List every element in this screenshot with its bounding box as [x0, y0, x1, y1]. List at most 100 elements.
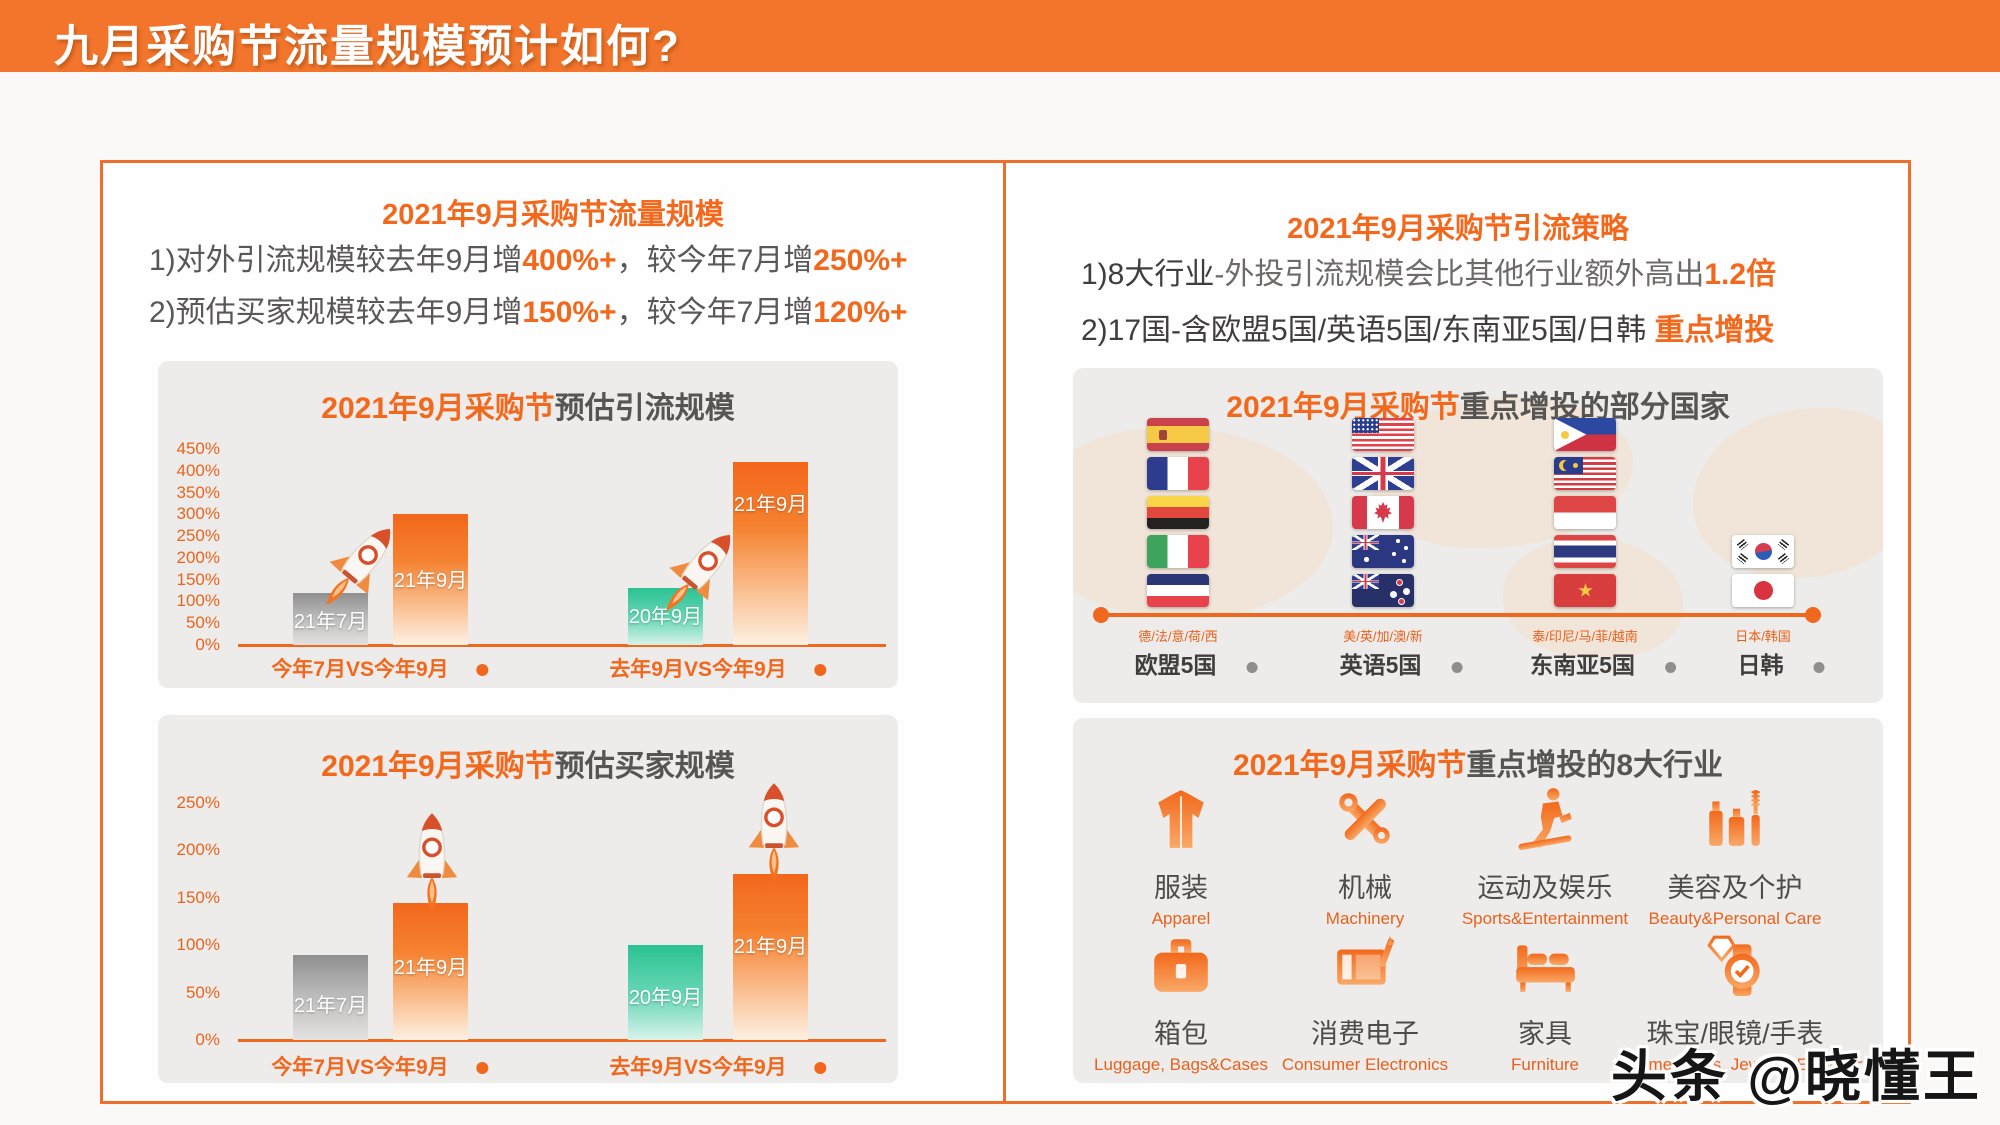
y-axis-tick: 200% — [176, 840, 220, 860]
chart-plot-area: 250% 200% 150% 100% 50% 0% 21年7月 21年9月 20年9月 21年9… — [158, 782, 898, 1049]
country-group-dot — [1664, 662, 1676, 673]
strategy-point-1: 1)8大行业-外投引流规模会比其他行业额外高出1.2倍 — [1081, 249, 1776, 293]
flag-australia — [1352, 535, 1414, 568]
flag-netherlands — [1147, 574, 1209, 607]
countries-box: 2021年9月采购节重点增投的部分国家 德/法/意/荷/西 欧盟5国 美/英/加/澳… — [1073, 368, 1883, 703]
industry-name-en: Furniture — [1510, 1055, 1580, 1074]
rocket-graphic — [406, 812, 458, 913]
point-text: -外投引流规模会比其他行业额外高出 — [1214, 258, 1705, 291]
y-axis-tick: 300% — [176, 504, 220, 524]
chart-bar-green: 20年9月 — [628, 588, 703, 645]
industry-sports: 运动及娱乐 Sports&Entertainment — [1445, 786, 1645, 929]
country-sub-label: 美/英/加/澳/新 — [1343, 629, 1423, 644]
point-text: 2)预估买家规模较去年9月增 — [149, 296, 523, 329]
main-panel: 2021年9月采购节流量规模 1)对外引流规模较去年9月增400%+，较今年7月… — [100, 160, 1911, 1104]
chart-bar-green: 20年9月 — [628, 945, 703, 1040]
flag-france — [1147, 457, 1209, 490]
country-group-label: 日韩 — [1738, 646, 1825, 680]
point-highlight: 250%+ — [813, 244, 908, 277]
country-group-text: 东南亚5国 — [1530, 652, 1635, 678]
watermark: 头条 @晓懂王 — [1610, 1045, 1982, 1108]
category-dot — [814, 1062, 827, 1074]
chart-bar-orange: 21年9月 — [733, 462, 808, 645]
strategy-point-2: 2)17国-含欧盟5国/英语5国/东南亚5国/日韩 重点增投 — [1081, 305, 1774, 349]
y-axis-tick: 0% — [195, 635, 220, 655]
y-axis-tick: 50% — [185, 982, 220, 1002]
chart-title-highlight: 2021年9月采购节 — [321, 750, 555, 783]
flag-italy — [1147, 535, 1209, 568]
y-axis-tick: 350% — [176, 482, 220, 502]
chart-title: 2021年9月采购节预估买家规模 — [158, 741, 898, 785]
x-axis-baseline — [238, 1039, 886, 1042]
chart-category-axis: 今年7月VS今年9月 去年9月VS今年9月 — [158, 653, 898, 683]
flag-south-korea — [1732, 535, 1794, 568]
rocket-graphic — [326, 528, 391, 606]
box-title-highlight: 2021年9月采购节 — [1232, 749, 1467, 782]
rocket-icon — [639, 511, 758, 634]
bar-label: 21年7月 — [293, 995, 368, 1017]
rocket-icon — [740, 781, 808, 885]
x-axis-baseline — [238, 644, 886, 647]
industry-name-zh: 箱包 — [1154, 1019, 1208, 1049]
industry-jewelry: 珠宝/眼镜/手表 Timepieces, Jewelry, Eyewear — [1635, 932, 1863, 1075]
beauty-icon — [1702, 786, 1768, 852]
industry-name-en: Consumer Electronics — [1281, 1055, 1449, 1074]
industries-box-title: 2021年9月采购节重点增投的8大行业 — [1073, 740, 1883, 784]
chart-title-highlight: 2021年9月采购节 — [321, 392, 555, 425]
point-text: 1)对外引流规模较去年9月增 — [149, 244, 523, 277]
point-text: ，较今年7月增 — [616, 244, 814, 277]
industry-name-zh: 机械 — [1338, 873, 1392, 903]
chart-title-rest: 预估买家规模 — [554, 750, 735, 783]
y-axis-tick: 0% — [195, 1030, 220, 1049]
y-axis-tick: 150% — [176, 569, 220, 589]
flag-spain — [1147, 418, 1209, 451]
flag-new-zealand — [1352, 574, 1414, 607]
x-axis-label: 去年9月VS今年9月 — [609, 653, 827, 683]
point-highlight: 1.2倍 — [1704, 258, 1777, 291]
point-text: 1)8大行业 — [1081, 258, 1215, 291]
point-highlight: 重点增投 — [1654, 314, 1775, 347]
rocket-icon — [398, 811, 466, 915]
panel-divider — [1003, 163, 1006, 1101]
industry-luggage: 箱包 Luggage, Bags&Cases — [1081, 932, 1281, 1075]
chart-plot-area: 450% 400% 350% 300% 250% 200% 150% 100% 50% 0% 21年… — [158, 439, 898, 655]
country-sub-label: 日本/韩国 — [1735, 629, 1791, 644]
x-axis-label-text: 去年9月VS今年9月 — [609, 1056, 787, 1079]
chart-bar-gray: 21年7月 — [293, 955, 368, 1040]
bar-label: 20年9月 — [628, 606, 703, 628]
buyer-forecast-chart: 2021年9月采购节预估买家规模 250% 200% 150% 100% 50% 0% 21… — [158, 715, 898, 1083]
x-axis-label-text: 今年7月VS今年9月 — [271, 658, 449, 681]
country-sub-label: 泰/印尼/马/菲/越南 — [1532, 629, 1638, 644]
flag-philippines — [1554, 418, 1616, 451]
right-panel-header: 2021年9月采购节引流策略 — [1287, 213, 1629, 245]
bar-label: 21年9月 — [733, 494, 808, 516]
y-axis-tick: 250% — [176, 526, 220, 546]
country-group-text: 欧盟5国 — [1134, 652, 1217, 678]
industry-name-en: Timepieces, Jewelry, Eyewear — [1635, 1055, 1863, 1074]
industry-machinery: 机械 Machinery — [1265, 786, 1465, 929]
industry-name-en: Beauty&Personal Care — [1648, 909, 1822, 928]
x-axis-label: 今年7月VS今年9月 — [271, 653, 489, 683]
bar-label: 21年9月 — [393, 570, 468, 592]
sports-icon — [1512, 786, 1578, 852]
chart-bar-orange: 21年9月 — [733, 874, 808, 1040]
box-title-rest: 重点增投的8大行业 — [1466, 749, 1724, 782]
point-text: 2)17国-含欧盟5国/英语5国/东南亚5国/日韩 — [1081, 314, 1655, 347]
country-group-text: 英语5国 — [1339, 652, 1422, 678]
industry-apparel: 服装 Apparel — [1081, 786, 1281, 929]
country-sub-label: 德/法/意/荷/西 — [1138, 629, 1218, 644]
flag-canada — [1352, 496, 1414, 529]
machinery-icon — [1332, 786, 1398, 852]
y-axis-tick: 50% — [185, 613, 220, 633]
x-axis-label: 去年9月VS今年9月 — [609, 1051, 827, 1081]
industry-name-zh: 消费电子 — [1311, 1019, 1419, 1049]
flag-indonesia — [1554, 496, 1616, 529]
countries-axis-line — [1093, 607, 1821, 623]
industry-electronics: 消费电子 Consumer Electronics — [1265, 932, 1465, 1075]
industry-name-zh: 美容及个护 — [1667, 873, 1803, 903]
bar-label: 21年9月 — [733, 936, 808, 958]
industry-name-en: Machinery — [1325, 909, 1405, 928]
traffic-point-1: 1)对外引流规模较去年9月增400%+，较今年7月增250%+ — [149, 235, 908, 279]
point-highlight: 400%+ — [522, 244, 617, 277]
bar-label: 21年7月 — [293, 611, 368, 633]
